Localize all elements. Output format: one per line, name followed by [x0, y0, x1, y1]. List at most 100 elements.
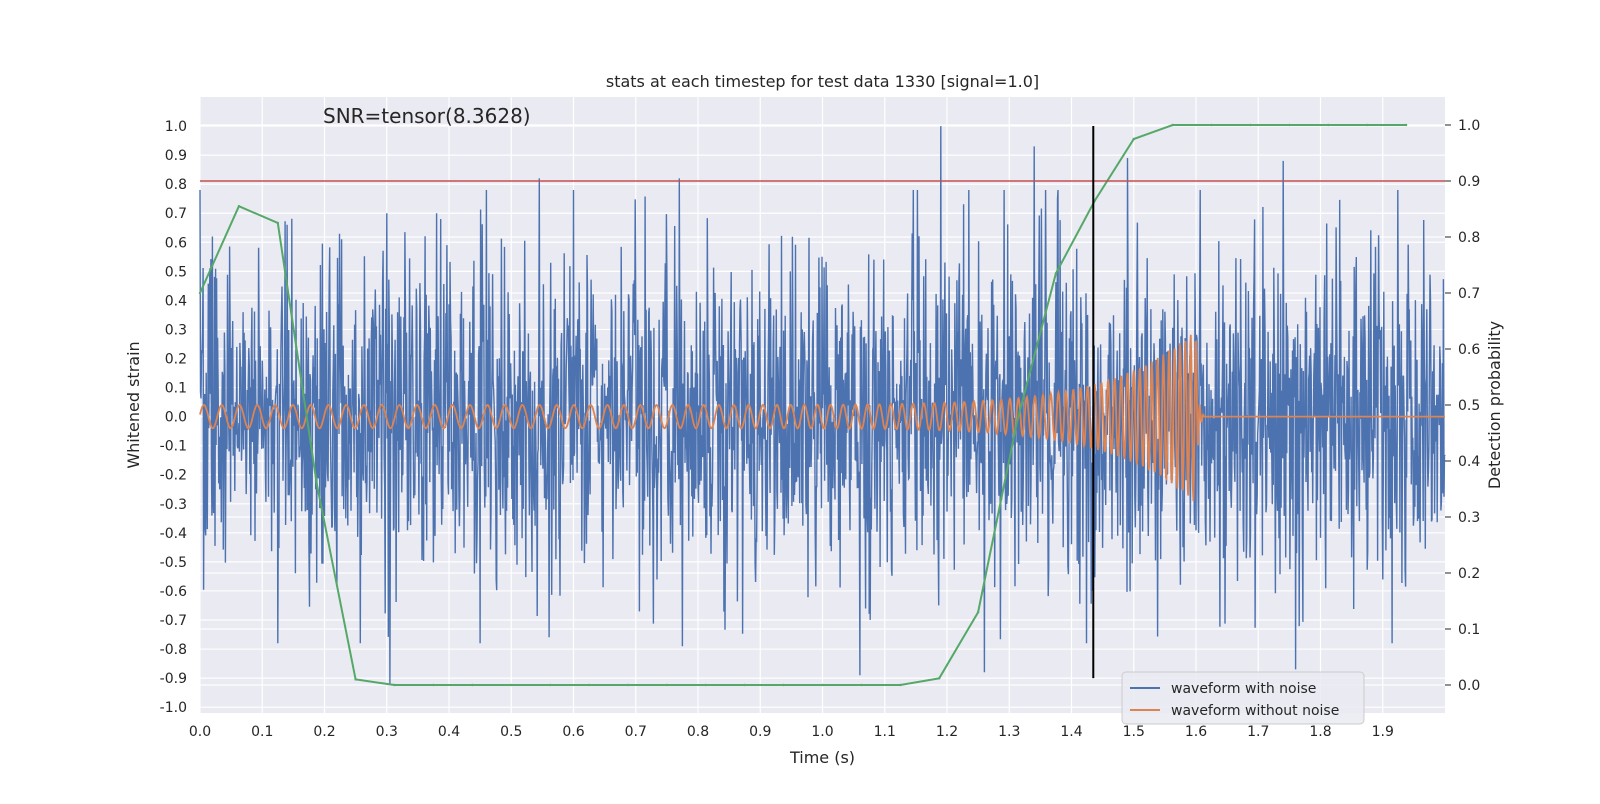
detection-probability-point	[938, 677, 941, 680]
x-tick-label: 1.7	[1247, 724, 1269, 740]
detection-probability-point	[354, 678, 357, 681]
y-tick-label-left: -1.0	[160, 700, 187, 716]
y-tick-label-left: -0.4	[160, 526, 187, 542]
x-tick-label: 1.2	[936, 724, 958, 740]
series-layer	[199, 126, 1446, 684]
y-axis-left: -1.0 -0.9 -0.8 -0.7 -0.6 -0.5 -0.4 -0.3 -0.2 -0.1…	[160, 119, 187, 716]
x-tick-label: 1.0	[811, 724, 833, 740]
detection-probability-point	[1288, 123, 1291, 127]
y-tick-label-right: 0.2	[1458, 566, 1480, 582]
x-tick-label: 1.8	[1309, 724, 1331, 740]
x-axis: 0.0 0.1 0.2 0.3 0.4 0.5 0.6 0.7 0.8 0.9 1.0 1.1 1.2 1…	[189, 724, 1394, 740]
x-tick-label: 0.8	[687, 724, 709, 740]
snr-annotation: SNR=tensor(8.3628)	[323, 104, 531, 128]
x-tick-label: 1.6	[1185, 724, 1207, 740]
y-tick-label-right: 0.6	[1458, 342, 1480, 358]
detection-probability-point	[510, 683, 513, 687]
x-tick-label: 0.9	[749, 724, 771, 740]
detection-probability-point	[1366, 123, 1369, 127]
detection-probability-point	[276, 221, 279, 225]
x-tick-label: 1.5	[1123, 724, 1145, 740]
x-tick-label: 1.9	[1372, 724, 1394, 740]
y-tick-label-left: 0.4	[165, 293, 187, 309]
y-axis-right: 0.0 0.1 0.2 0.3 0.4 0.5 0.6 0.7 0.8 0.9 1.0	[1445, 118, 1480, 694]
y-tick-label-left: -0.1	[160, 439, 187, 455]
detection-probability-point	[432, 683, 435, 687]
x-axis-label: Time (s)	[789, 748, 855, 767]
legend-label-noise: waveform with noise	[1171, 681, 1316, 697]
x-tick-label: 1.1	[874, 724, 896, 740]
y-tick-label-right: 0.8	[1458, 230, 1480, 246]
detection-probability-point	[237, 205, 241, 208]
overlay-layer	[198, 123, 1445, 687]
y-tick-label-right: 0.4	[1458, 454, 1480, 470]
detection-probability-point	[1210, 123, 1213, 127]
x-tick-label: 1.3	[998, 724, 1020, 740]
series-line-waveform-without-noise	[199, 334, 1445, 502]
y-tick-label-right: 1.0	[1458, 118, 1480, 134]
y-tick-label-right: 0.3	[1458, 510, 1480, 526]
detection-probability-point	[626, 683, 630, 687]
y-tick-label-left: -0.2	[160, 468, 187, 484]
y-tick-label-left: 0.7	[165, 206, 187, 222]
y-tick-label-left: 0.8	[165, 177, 187, 193]
y-tick-label-left: -0.7	[160, 613, 187, 629]
y-tick-label-left: 0.3	[165, 322, 187, 338]
y-tick-label-left: -0.3	[160, 497, 187, 513]
y-tick-label-left: 0.6	[165, 235, 187, 251]
x-tick-label: 0.0	[189, 724, 211, 740]
x-tick-label: 0.7	[625, 724, 647, 740]
detection-probability-point	[1404, 123, 1408, 127]
y-tick-label-left: 0.2	[165, 352, 187, 368]
y-tick-label-right: 0.0	[1458, 678, 1480, 694]
detection-probability-point	[471, 683, 474, 687]
x-tick-label: 0.5	[500, 724, 522, 740]
detection-probability-point	[315, 482, 318, 485]
detection-probability-point	[782, 683, 785, 687]
chart-title: stats at each timestep for test data 133…	[606, 72, 1039, 91]
y-tick-label-left: 0.5	[165, 264, 187, 280]
y-tick-label-left: -0.8	[160, 642, 187, 658]
detection-probability-point	[1054, 272, 1058, 275]
legend-box	[1121, 671, 1365, 725]
detection-probability-point	[1132, 137, 1136, 141]
detection-probability-point	[1171, 123, 1174, 127]
y-tick-label-right: 0.5	[1458, 398, 1480, 414]
y-tick-label-right: 0.1	[1458, 622, 1480, 638]
detection-probability-point	[198, 291, 202, 295]
y-tick-label-left: -0.5	[160, 555, 187, 571]
x-tick-label: 0.2	[313, 724, 335, 740]
detection-probability-point	[976, 611, 980, 614]
y-tick-label-left: 1.0	[165, 119, 187, 135]
detection-probability-point	[665, 683, 669, 687]
y-axis-label-right: Detection probability	[1485, 321, 1504, 489]
detection-probability-point	[1249, 123, 1252, 127]
detection-probability-point	[549, 683, 552, 687]
detection-probability-point	[1015, 420, 1019, 423]
x-tick-label: 0.3	[376, 724, 398, 740]
y-tick-label-right: 0.7	[1458, 286, 1480, 302]
x-tick-label: 1.4	[1060, 724, 1082, 740]
x-tick-label: 0.1	[251, 724, 273, 740]
x-tick-label: 0.4	[438, 724, 460, 740]
series-line-detection-probability	[199, 124, 1407, 686]
y-tick-label-left: 0.9	[165, 148, 187, 164]
y-axis-label-left: Whitened strain	[124, 341, 143, 468]
legend-label-clean: waveform without noise	[1171, 703, 1339, 719]
detection-probability-point	[860, 683, 863, 687]
detection-probability-point	[1327, 123, 1330, 127]
detection-probability-point	[587, 683, 591, 687]
y-tick-label-left: -0.9	[160, 671, 187, 687]
y-tick-label-left: 0.0	[165, 410, 187, 426]
detection-probability-point	[393, 683, 396, 687]
legend: waveform with noise waveform without noi…	[1121, 671, 1365, 725]
detection-probability-point	[821, 683, 824, 687]
y-tick-label-right: 0.9	[1458, 174, 1480, 190]
y-tick-label-left: 0.1	[165, 381, 187, 397]
detection-probability-point	[899, 683, 902, 687]
detection-probability-point	[704, 683, 707, 687]
series-line-waveform-with-noise	[199, 126, 1446, 684]
x-tick-label: 0.6	[562, 724, 584, 740]
